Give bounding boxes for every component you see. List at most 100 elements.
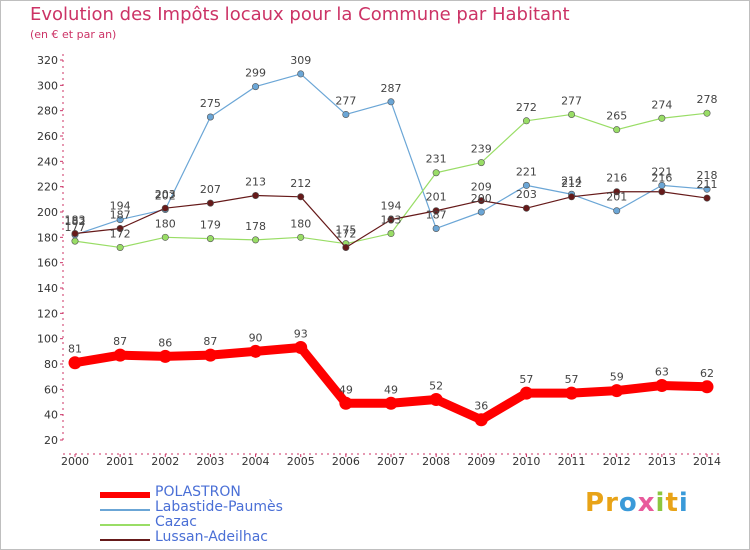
data-point xyxy=(477,208,485,216)
data-point xyxy=(252,236,260,244)
y-tick-label: 60 xyxy=(44,383,58,396)
data-point xyxy=(477,159,485,167)
data-point xyxy=(294,341,308,355)
data-point xyxy=(206,113,214,121)
y-tick-label: 160 xyxy=(37,257,58,270)
x-tick-label: 2007 xyxy=(377,455,405,468)
data-label: 221 xyxy=(651,165,672,178)
data-point xyxy=(342,243,350,251)
data-point xyxy=(116,216,124,224)
data-point xyxy=(432,207,440,215)
legend-item-polastron: POLASTRON xyxy=(100,485,400,500)
data-label: 221 xyxy=(516,165,537,178)
y-tick-label: 260 xyxy=(37,130,58,143)
y-tick-label: 120 xyxy=(37,307,58,320)
data-label: 179 xyxy=(200,219,221,232)
data-label: 231 xyxy=(426,153,447,166)
data-point xyxy=(568,110,576,118)
data-label: 287 xyxy=(381,82,402,95)
chart-series xyxy=(68,70,714,427)
data-point xyxy=(655,379,669,393)
legend-item-lussan-adeilhac: Lussan-Adeilhac xyxy=(100,530,400,545)
logo-letter: r xyxy=(605,488,619,518)
data-point xyxy=(658,114,666,122)
data-label: 194 xyxy=(110,200,131,213)
data-label: 209 xyxy=(471,181,492,194)
x-tick-label: 2004 xyxy=(242,455,270,468)
y-tick-label: 20 xyxy=(44,434,58,447)
data-point xyxy=(519,386,533,400)
x-tick-label: 2008 xyxy=(422,455,450,468)
data-label: 213 xyxy=(245,176,266,189)
data-point xyxy=(387,216,395,224)
data-label: 86 xyxy=(158,336,172,349)
data-label: 57 xyxy=(519,373,533,386)
data-label: 239 xyxy=(471,143,492,156)
data-point xyxy=(613,207,621,215)
data-point xyxy=(703,109,711,117)
data-label: 216 xyxy=(606,172,627,185)
data-label: 202 xyxy=(155,189,176,202)
data-label: 87 xyxy=(203,335,217,348)
data-label: 309 xyxy=(290,54,311,67)
data-label: 187 xyxy=(426,208,447,221)
y-tick-label: 180 xyxy=(37,231,58,244)
data-label: 216 xyxy=(651,172,672,185)
x-tick-label: 2010 xyxy=(512,455,540,468)
data-label: 272 xyxy=(516,101,537,114)
data-point xyxy=(387,230,395,238)
data-label: 90 xyxy=(249,331,263,344)
legend-label: Labastide-Paumès xyxy=(155,499,283,515)
x-tick-label: 2005 xyxy=(287,455,315,468)
data-point xyxy=(565,386,579,400)
data-label: 274 xyxy=(651,98,672,111)
chart-data-labels: 182 194 202 275 299 309 277 287 187 200 221 214 201 2… xyxy=(65,54,718,413)
data-label: 277 xyxy=(335,94,356,107)
data-point xyxy=(700,380,714,394)
data-label: 57 xyxy=(565,373,579,386)
data-label: 218 xyxy=(697,169,718,182)
data-point xyxy=(703,185,711,193)
legend-label: Cazac xyxy=(155,514,197,530)
data-label: 175 xyxy=(335,224,356,237)
data-point xyxy=(432,224,440,232)
data-point xyxy=(613,188,621,196)
x-tick-label: 2006 xyxy=(332,455,360,468)
data-point xyxy=(658,188,666,196)
data-label: 87 xyxy=(113,335,127,348)
data-label: 59 xyxy=(610,371,624,384)
data-point xyxy=(68,356,82,370)
logo-letter: t xyxy=(665,488,679,518)
data-point xyxy=(203,348,217,362)
data-label: 211 xyxy=(697,178,718,191)
data-point xyxy=(613,126,621,134)
logo-letter: i xyxy=(678,488,689,518)
legend-label: POLASTRON xyxy=(155,484,241,500)
data-point xyxy=(249,344,263,358)
data-point xyxy=(71,237,79,245)
data-point xyxy=(161,204,169,212)
data-point xyxy=(113,348,127,362)
data-label: 49 xyxy=(384,383,398,396)
data-label: 172 xyxy=(110,227,131,240)
data-label: 62 xyxy=(700,367,714,380)
chart-title: Evolution des Impôts locaux pour la Comm… xyxy=(30,4,570,25)
data-label: 194 xyxy=(381,200,402,213)
data-label: 172 xyxy=(335,227,356,240)
data-point xyxy=(522,181,530,189)
data-label: 278 xyxy=(697,93,718,106)
data-point xyxy=(429,392,443,406)
legend-swatch-labastide-paumes xyxy=(100,509,150,511)
data-point xyxy=(474,413,488,427)
data-point xyxy=(297,193,305,201)
data-label: 93 xyxy=(294,328,308,341)
data-label: 36 xyxy=(474,400,488,413)
data-point xyxy=(384,396,398,410)
data-point xyxy=(339,396,353,410)
x-tick-label: 2011 xyxy=(558,455,586,468)
data-label: 81 xyxy=(68,343,82,356)
data-label: 212 xyxy=(290,177,311,190)
data-label: 49 xyxy=(339,383,353,396)
data-label: 214 xyxy=(561,174,582,187)
